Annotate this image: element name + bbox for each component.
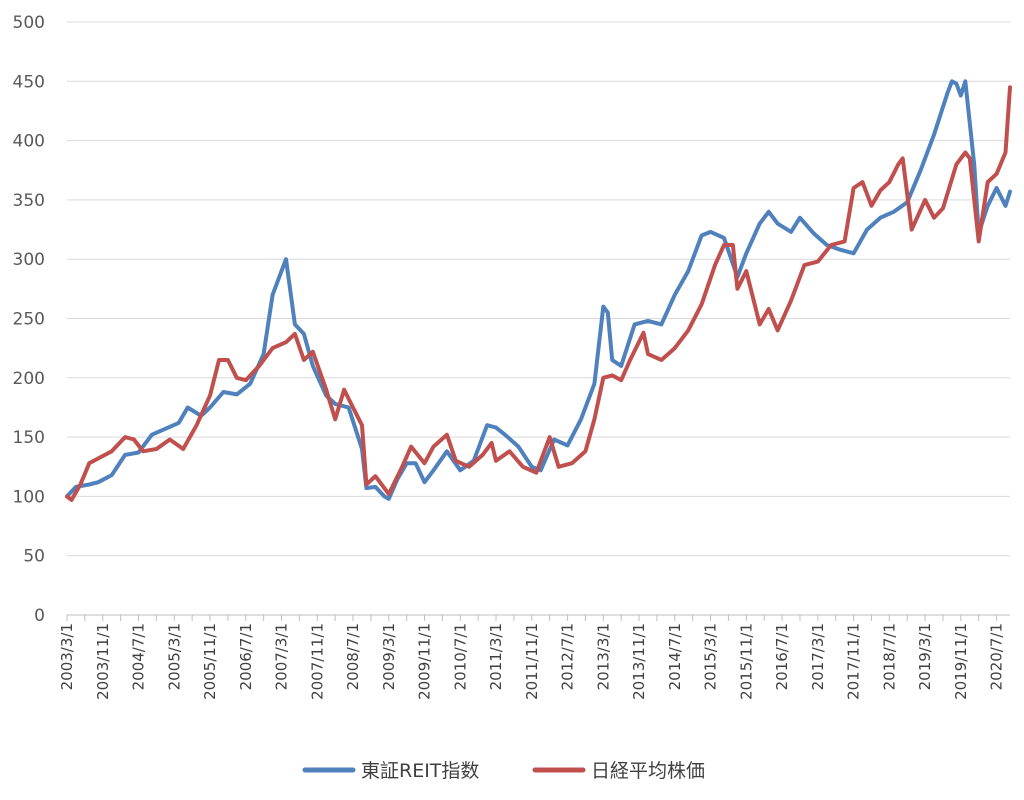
x-tick-label: 2007/3/1 xyxy=(273,623,291,690)
x-tick-label: 2003/11/1 xyxy=(94,623,112,700)
x-tick-label: 2019/3/1 xyxy=(916,623,934,690)
legend: 東証REIT指数 日経平均株価 xyxy=(302,760,705,782)
x-tick-label: 2003/3/1 xyxy=(58,623,76,690)
x-tick-label: 2011/11/1 xyxy=(523,623,541,700)
y-axis-ticks: 0 50 100 150 200 250 300 350 400 450 500 xyxy=(13,13,45,626)
x-tick-label: 2020/7/1 xyxy=(988,623,1006,690)
y-tick-label: 250 xyxy=(13,310,45,330)
x-tick-label: 2008/7/1 xyxy=(344,623,362,690)
y-tick-label: 150 xyxy=(13,428,45,448)
x-tick-label: 2009/3/1 xyxy=(380,623,398,690)
x-tick-label: 2010/7/1 xyxy=(451,623,469,690)
y-tick-label: 300 xyxy=(13,250,45,270)
x-tick-label: 2009/11/1 xyxy=(416,623,434,700)
y-tick-label: 200 xyxy=(13,369,45,389)
x-tick-label: 2012/7/1 xyxy=(559,623,577,690)
x-tick-label: 2013/11/1 xyxy=(630,623,648,700)
gridlines xyxy=(67,21,1010,616)
x-tick-label: 2017/3/1 xyxy=(809,623,827,690)
x-tick-label: 2004/7/1 xyxy=(130,623,148,690)
x-tick-label: 2016/7/1 xyxy=(773,623,791,690)
x-tick-label: 2019/11/1 xyxy=(952,623,970,700)
x-tick-label: 2014/7/1 xyxy=(666,623,684,690)
x-tick-label: 2005/11/1 xyxy=(201,623,219,700)
x-tick-label: 2007/11/1 xyxy=(308,623,326,700)
y-tick-label: 400 xyxy=(13,132,45,152)
x-tick-label: 2017/11/1 xyxy=(845,623,863,700)
y-tick-label: 100 xyxy=(13,487,45,507)
x-tick-label: 2005/3/1 xyxy=(165,623,183,690)
y-tick-label: 350 xyxy=(13,191,45,211)
x-axis: 2003/3/1 2003/11/1 2004/7/1 2005/3/1 2005/11… xyxy=(58,615,1006,700)
x-tick-label: 2015/3/1 xyxy=(702,623,720,690)
x-tick-label: 2013/3/1 xyxy=(594,623,612,690)
y-tick-label: 500 xyxy=(13,13,45,33)
series-line-2 xyxy=(65,85,1012,502)
y-tick-label: 0 xyxy=(34,606,45,626)
x-tick-label: 2018/7/1 xyxy=(880,623,898,690)
y-tick-label: 450 xyxy=(13,72,45,92)
x-tick-label: 2015/11/1 xyxy=(737,623,755,700)
x-tick-label: 2006/7/1 xyxy=(237,623,255,690)
x-tick-label: 2011/3/1 xyxy=(487,623,505,690)
series-line-1 xyxy=(65,79,1012,501)
y-tick-label: 50 xyxy=(23,547,45,567)
legend-label: 日経平均株価 xyxy=(591,760,705,782)
series-lines xyxy=(65,79,1012,502)
legend-label: 東証REIT指数 xyxy=(361,760,479,782)
